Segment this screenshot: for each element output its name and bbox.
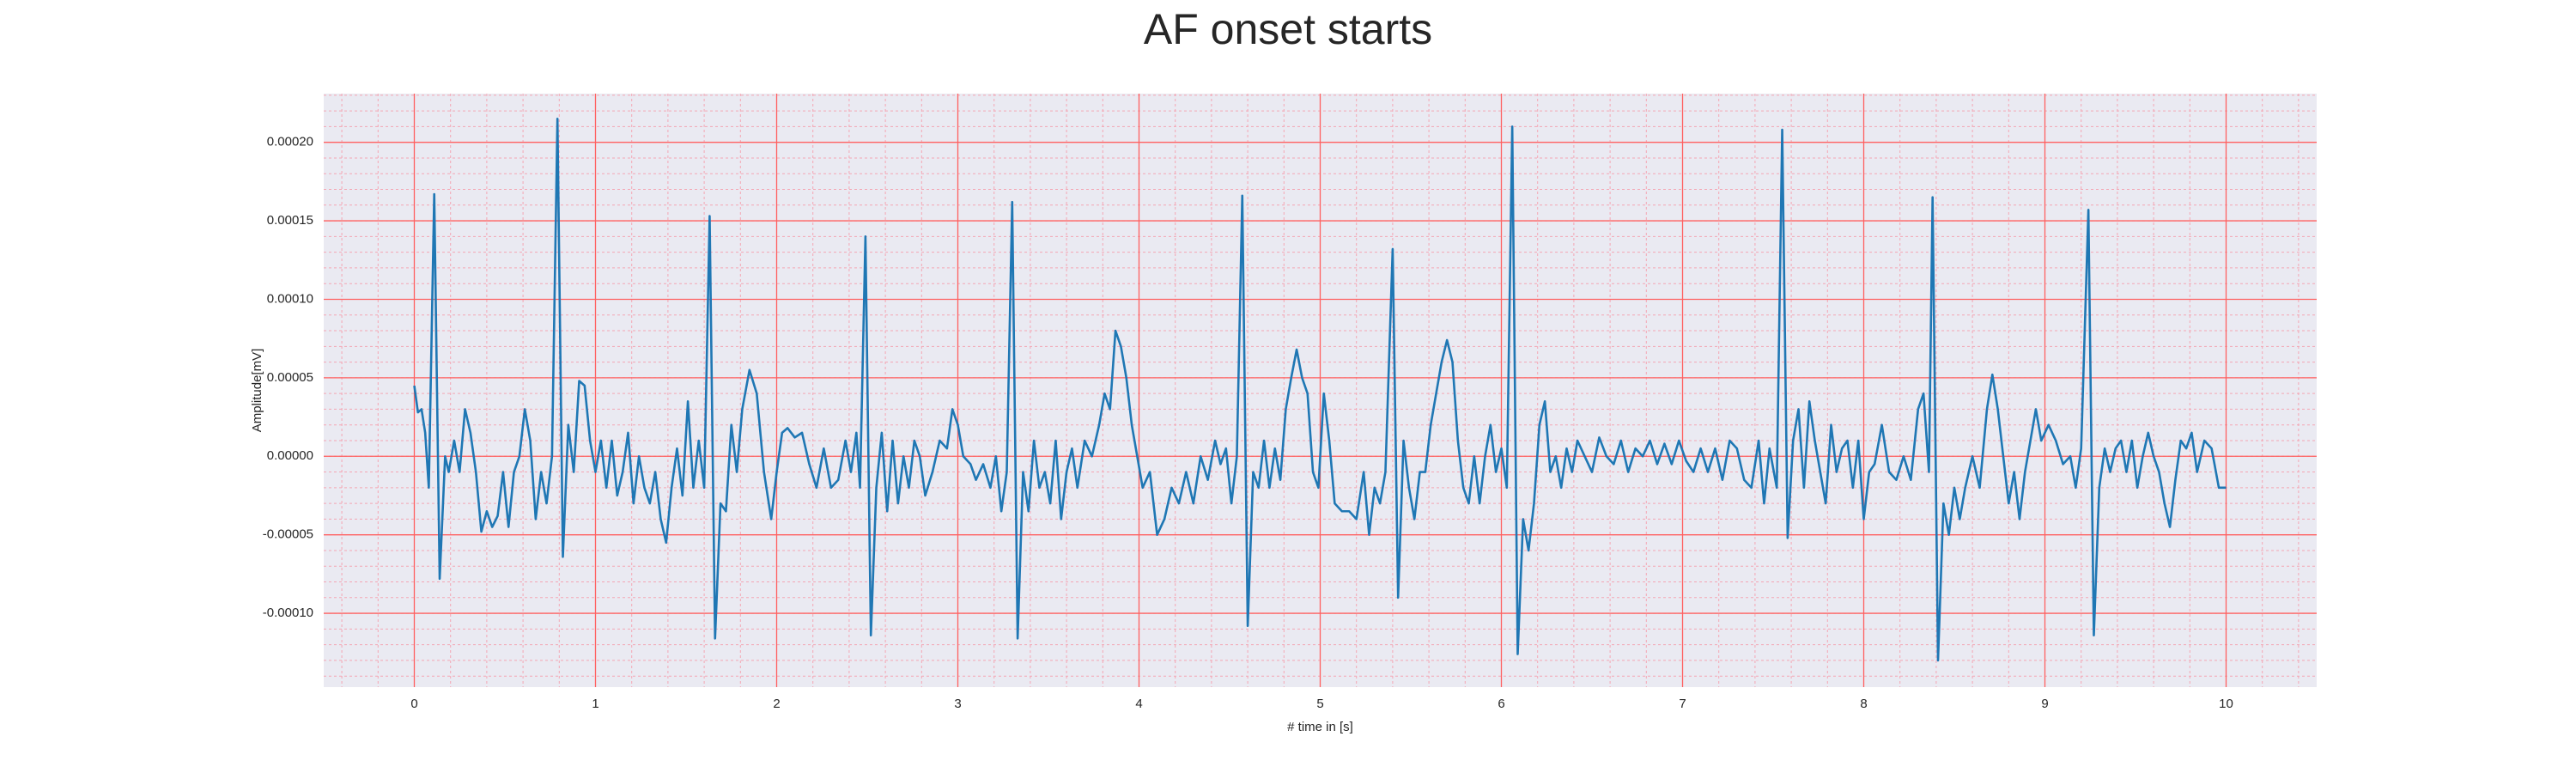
x-tick-label: 0 [410,697,417,711]
x-tick-label: 10 [2219,697,2233,711]
y-tick-label: 0.00005 [267,370,313,385]
x-tick-label: 1 [592,697,598,711]
y-axis-label: Amplitude[mV] [250,349,264,433]
x-tick-label: 2 [773,697,780,711]
y-tick-label: 0.00020 [267,135,313,149]
signal-line [413,117,2227,662]
x-tick-label: 5 [1316,697,1323,711]
x-tick-label: 7 [1679,697,1686,711]
y-tick-label: -0.00005 [263,527,313,542]
x-tick-label: 6 [1498,697,1504,711]
y-tick-label: 0.00000 [267,448,313,463]
x-tick-label: 3 [954,697,961,711]
y-tick-label: 0.00010 [267,291,313,306]
y-tick-label: -0.00010 [263,606,313,620]
x-tick-label: 8 [1860,697,1867,711]
y-tick-label: 0.00015 [267,213,313,228]
x-axis-label: # time in [s] [1287,720,1353,734]
x-tick-label: 4 [1135,697,1142,711]
x-tick-label: 9 [2041,697,2048,711]
chart-title: AF onset starts [1144,5,1432,53]
